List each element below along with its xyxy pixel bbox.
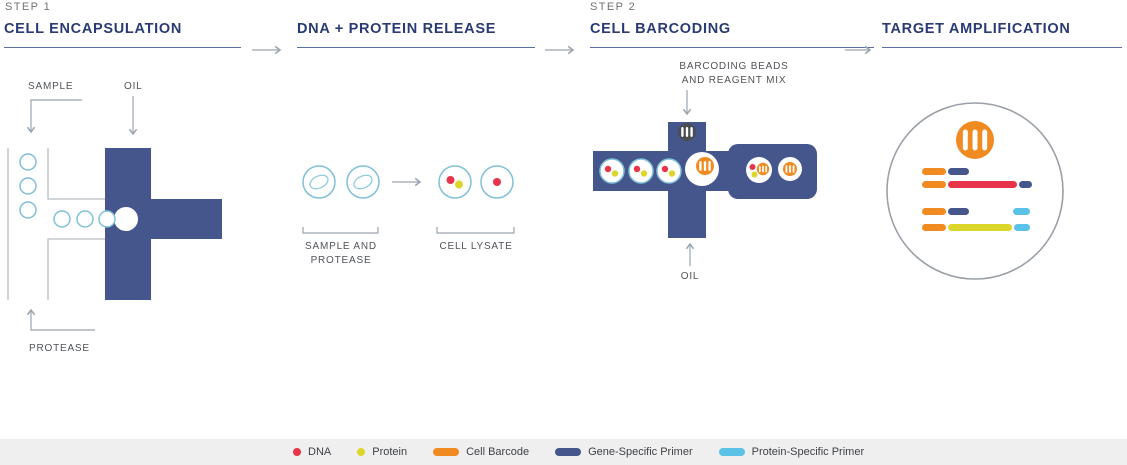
protein-dot (668, 170, 676, 177)
legend-item-protein-specific-primer: Protein-Specific Primer (718, 446, 865, 458)
panel2-title: DNA + PROTEIN RELEASE (297, 21, 497, 37)
legend-item-protein: Protein (357, 446, 407, 458)
dna-dot (446, 176, 455, 184)
dna-dot-icon (293, 448, 301, 456)
lysed-droplet (599, 158, 625, 184)
barcode-bead-icon (678, 123, 696, 141)
forming-droplet (114, 207, 138, 231)
droplet-with-cell (346, 165, 380, 199)
cell-circle (19, 201, 37, 219)
protease-pointer-arrow-icon (26, 308, 95, 331)
lysed-droplet (438, 165, 472, 199)
oil-label: OIL (124, 81, 143, 92)
barcoding-droplet (685, 152, 719, 186)
bracket (302, 227, 379, 234)
protease-label: PROTEASE (29, 343, 90, 354)
panel1-underline (4, 47, 241, 48)
cell-barcode-pill-icon (433, 448, 460, 456)
sample-pointer-arrow-icon (26, 99, 82, 134)
droplet-with-cell (302, 165, 336, 199)
cell-encapsulation-diagram (7, 96, 222, 331)
panel4-title: TARGET AMPLIFICATION (882, 21, 1071, 37)
cell-circle (19, 177, 37, 195)
panel2-underline (297, 47, 535, 48)
legend-bar: DNA Protein Cell Barcode Gene-Specific P… (0, 439, 1127, 465)
dna-dot (493, 178, 501, 186)
droplet-outline (886, 102, 1064, 280)
legend-label: Protein (372, 446, 408, 458)
protein-dot-icon (357, 448, 366, 456)
channel-wall (47, 148, 105, 200)
barcode-bead-icon (956, 121, 994, 159)
bracket (436, 227, 515, 234)
oil-label: OIL (680, 271, 700, 282)
cell-circle (98, 210, 116, 228)
legend-label: Gene-Specific Primer (588, 446, 693, 458)
sample-label: SAMPLE (28, 81, 74, 92)
panel1-title: CELL ENCAPSULATION (4, 21, 183, 37)
barcoded-droplet (746, 157, 772, 183)
dna-dot (633, 165, 641, 173)
outflow-chamber (728, 144, 817, 199)
legend-label: Protein-Specific Primer (751, 446, 865, 458)
primer-bar (922, 181, 1032, 188)
cell-circle (76, 210, 94, 228)
cell-circle (19, 153, 37, 171)
cell-lysate-label: CELL LYSATE (439, 241, 513, 252)
lysed-droplet (656, 158, 682, 184)
barcode-bead-icon (696, 157, 714, 175)
barcoded-droplet (778, 157, 802, 181)
lysed-droplet (628, 158, 654, 184)
protein-primer-pill-icon (718, 448, 745, 456)
target-amplification-diagram (886, 102, 1064, 280)
gene-primer-pill-icon (555, 448, 582, 456)
channel-wall (47, 238, 105, 300)
lysed-droplet (480, 165, 514, 199)
panel3-underline (590, 47, 874, 48)
barcode-bead-icon (783, 162, 797, 176)
sample-and-protease-label: SAMPLE AND PROTEASE (305, 241, 377, 266)
legend-item-gene-specific-primer: Gene-Specific Primer (555, 446, 693, 458)
legend-item-cell-barcode: Cell Barcode (433, 446, 529, 458)
protein-dot (455, 180, 463, 189)
barcode-bead-icon (756, 162, 770, 176)
panel4-underline (882, 47, 1122, 48)
primer-bar (922, 208, 1030, 215)
step2-label: STEP 2 (590, 1, 637, 13)
step1-label: STEP 1 (5, 1, 52, 13)
protein-dot (640, 170, 648, 177)
barcoding-beads-label: BARCODING BEADS AND REAGENT MIX (679, 61, 789, 86)
primer-bar (922, 224, 1030, 231)
legend-label: DNA (308, 446, 332, 458)
dna-dot (749, 164, 756, 170)
primer-bar (922, 168, 969, 175)
panel3-title: CELL BARCODING (590, 21, 731, 37)
protein-dot (611, 170, 619, 177)
dna-dot (661, 165, 669, 173)
dna-protein-release-diagram (302, 165, 515, 234)
dna-dot (604, 165, 612, 173)
cell-circle (53, 210, 71, 228)
protein-dot (751, 171, 758, 178)
legend-item-dna: DNA (293, 446, 331, 458)
cell-barcoding-diagram (593, 90, 817, 266)
legend-label: Cell Barcode (466, 446, 530, 458)
